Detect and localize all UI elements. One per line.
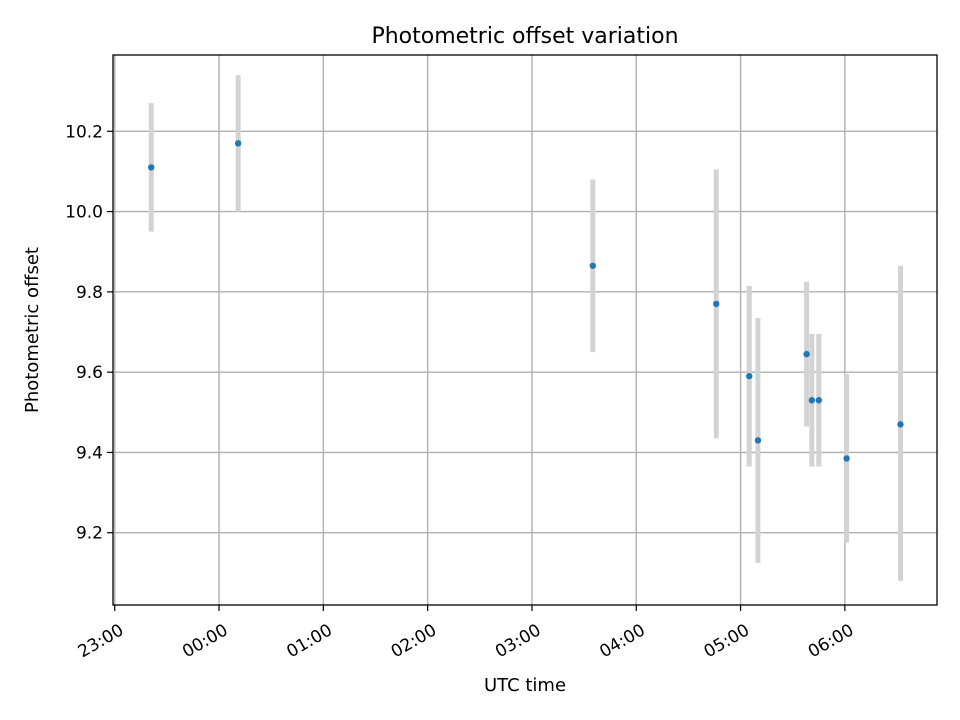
x-tick-label: 05:00 [701,620,753,662]
data-point [713,300,720,308]
x-tick-label: 03:00 [492,620,544,662]
x-tick-label: 01:00 [283,620,335,662]
x-tick-label: 00:00 [179,620,231,662]
plot-frame [112,54,938,606]
y-tick-label: 10.2 [65,122,103,142]
data-point [746,372,753,380]
y-tick-label: 10.0 [65,203,103,223]
y-tick-label: 9.8 [76,283,103,303]
x-tick-label: 04:00 [596,620,648,662]
data-point [815,397,822,404]
data-points [148,140,904,462]
x-axis-label: UTC time [484,675,566,696]
x-tick-label: 23:00 [75,620,127,662]
data-point [148,164,155,171]
x-tick-label: 02:00 [388,620,440,662]
grid [113,55,937,605]
data-point [843,455,850,462]
y-axis-label: Photometric offset [22,247,43,413]
error-bars [148,75,903,581]
data-point [897,421,904,428]
x-axis-ticks: 23:00 00:00 01:00 02:00 03:00 04:00 05:00 06:00 [75,605,857,662]
y-tick-label: 9.2 [76,524,103,544]
data-point [754,437,762,444]
data-point [803,350,810,358]
x-tick-label: 06:00 [805,620,857,662]
y-axis-ticks: 9.2 9.4 9.6 9.8 10.0 10.2 [65,122,113,544]
data-point [589,262,596,269]
y-tick-label: 9.4 [76,443,103,463]
data-point [234,140,242,147]
chart-title: Photometric offset variation [371,24,678,49]
data-point [808,397,816,404]
y-tick-label: 9.6 [76,363,103,383]
